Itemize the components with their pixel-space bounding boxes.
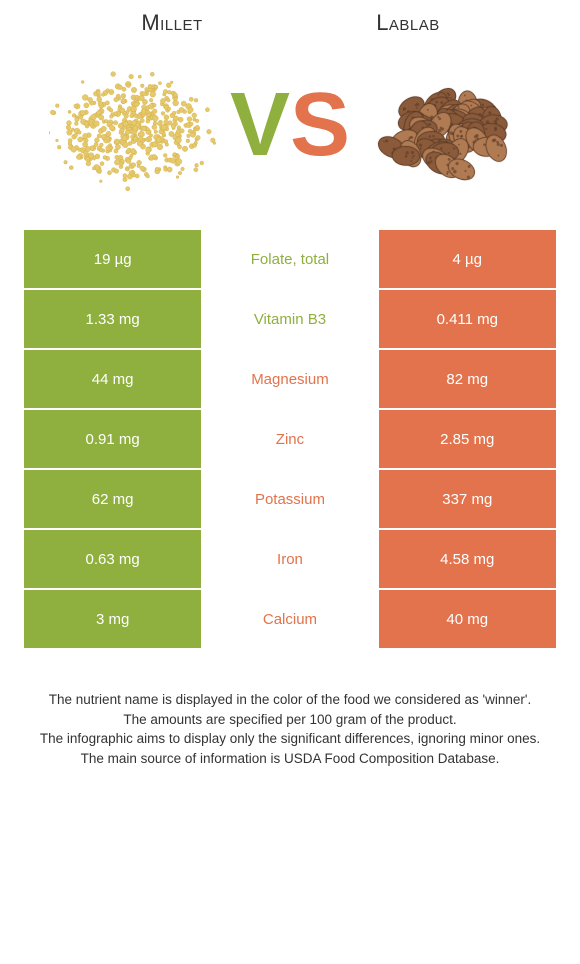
value-left: 44 mg xyxy=(24,350,201,408)
nutrient-name: Zinc xyxy=(201,410,378,468)
value-left: 0.91 mg xyxy=(24,410,201,468)
footer-line-3: The infographic aims to display only the… xyxy=(28,729,552,749)
value-right: 4.58 mg xyxy=(379,530,556,588)
nutrient-name: Iron xyxy=(201,530,378,588)
nutrient-name: Potassium xyxy=(201,470,378,528)
value-right: 40 mg xyxy=(379,590,556,648)
vs-label: VS xyxy=(230,80,350,170)
nutrient-name: Calcium xyxy=(201,590,378,648)
footer-line-2: The amounts are specified per 100 gram o… xyxy=(28,710,552,730)
value-right: 4 µg xyxy=(379,230,556,288)
millet-image xyxy=(47,50,222,200)
table-row: 0.63 mgIron4.58 mg xyxy=(24,530,556,590)
table-row: 3 mgCalcium40 mg xyxy=(24,590,556,650)
footer-line-1: The nutrient name is displayed in the co… xyxy=(28,690,552,710)
nutrient-name: Vitamin B3 xyxy=(201,290,378,348)
value-left: 62 mg xyxy=(24,470,201,528)
value-right: 2.85 mg xyxy=(379,410,556,468)
table-row: 1.33 mgVitamin B30.411 mg xyxy=(24,290,556,350)
value-right: 0.411 mg xyxy=(379,290,556,348)
nutrient-table: 19 µgFolate, total4 µg1.33 mgVitamin B30… xyxy=(24,230,556,650)
table-row: 62 mgPotassium337 mg xyxy=(24,470,556,530)
lablab-image xyxy=(358,50,533,200)
table-row: 44 mgMagnesium82 mg xyxy=(24,350,556,410)
hero-row: VS xyxy=(24,50,556,200)
title-right: Lablab xyxy=(290,10,526,36)
value-left: 19 µg xyxy=(24,230,201,288)
titles-row: Millet Lablab xyxy=(24,10,556,36)
footer-notes: The nutrient name is displayed in the co… xyxy=(24,690,556,768)
title-left: Millet xyxy=(54,10,290,36)
nutrient-name: Magnesium xyxy=(201,350,378,408)
value-left: 3 mg xyxy=(24,590,201,648)
value-right: 337 mg xyxy=(379,470,556,528)
vs-s: S xyxy=(290,75,350,175)
vs-v: V xyxy=(230,75,290,175)
value-left: 1.33 mg xyxy=(24,290,201,348)
value-left: 0.63 mg xyxy=(24,530,201,588)
footer-line-4: The main source of information is USDA F… xyxy=(28,749,552,769)
table-row: 0.91 mgZinc2.85 mg xyxy=(24,410,556,470)
table-row: 19 µgFolate, total4 µg xyxy=(24,230,556,290)
nutrient-name: Folate, total xyxy=(201,230,378,288)
value-right: 82 mg xyxy=(379,350,556,408)
